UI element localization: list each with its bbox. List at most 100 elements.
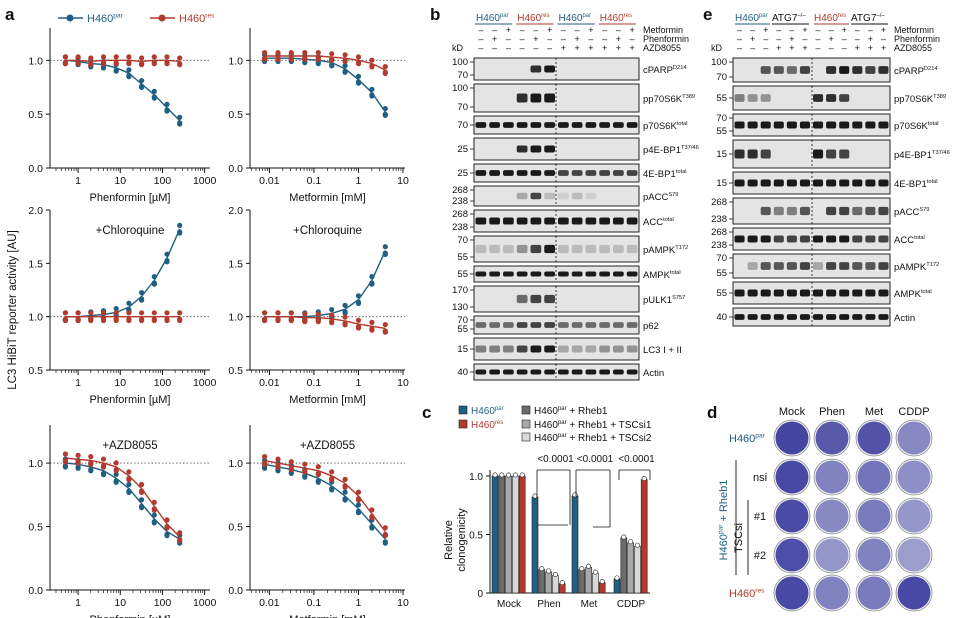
data-point-res xyxy=(139,310,145,316)
data-point-res xyxy=(275,50,281,56)
bar xyxy=(512,475,519,594)
data-point-par xyxy=(139,84,145,90)
blot-band xyxy=(826,235,837,243)
blot-label: pAMPKT172 xyxy=(894,262,939,273)
blot-band xyxy=(773,262,784,270)
treatment-mark: + xyxy=(776,43,781,53)
data-point-par xyxy=(75,465,81,471)
data-point-par xyxy=(329,307,335,313)
bar xyxy=(498,475,506,594)
data-point-res xyxy=(75,54,81,60)
blot-band xyxy=(760,289,771,297)
blot-band xyxy=(865,262,876,270)
blot-strip xyxy=(473,209,640,233)
blot-label: pp70S6KT389 xyxy=(894,94,946,105)
x-tick-label: 1 xyxy=(75,377,81,389)
legend-entry: H460par + Rheb1 + TSCsi1 xyxy=(534,420,652,431)
data-point-res xyxy=(355,61,362,67)
data-point-res xyxy=(126,317,132,324)
blot-label: AMPKtotal xyxy=(643,270,681,281)
bar xyxy=(505,475,512,594)
row-label-tscsi1: #1 xyxy=(754,511,766,523)
data-point-par xyxy=(382,540,388,546)
data-point-res xyxy=(275,456,281,462)
data-point-res xyxy=(302,469,308,475)
data-point-res xyxy=(329,477,335,483)
kd-label: kD xyxy=(711,43,723,53)
data-point-res xyxy=(342,314,348,320)
treatment-mark: – xyxy=(602,25,607,35)
data-point-res xyxy=(88,461,94,468)
bar xyxy=(578,569,586,594)
y-tick-label: 1.0 xyxy=(228,55,243,67)
x-tick-label: 1 xyxy=(356,377,362,389)
row-label-res: H460res xyxy=(729,588,765,600)
data-point-res xyxy=(62,317,68,324)
data-point-res xyxy=(262,56,268,63)
data-point-res xyxy=(126,469,132,475)
blot-strip xyxy=(732,113,891,137)
x-tick-label: 10 xyxy=(397,377,409,389)
mw-marker: 70 xyxy=(457,120,468,131)
y-tick-label: 0.5 xyxy=(228,522,243,534)
data-point-res xyxy=(177,317,183,324)
mw-marker: 25 xyxy=(457,168,468,179)
bar-point xyxy=(579,566,585,572)
y-tick-label: 1.5 xyxy=(28,258,43,270)
bar-point xyxy=(572,492,578,498)
blot-band xyxy=(599,244,610,254)
treatment-mark: – xyxy=(492,43,497,53)
data-point-res xyxy=(369,515,375,521)
data-point-par xyxy=(139,505,145,511)
panel-letter-d: d xyxy=(707,403,717,422)
blot-band xyxy=(760,206,771,216)
blot-band xyxy=(734,289,745,297)
data-point-res xyxy=(75,460,81,466)
treatment-mark: + xyxy=(868,43,873,53)
treatment-mark: + xyxy=(533,34,538,44)
blot-band xyxy=(503,244,514,254)
blot-band xyxy=(799,314,810,320)
y-tick-label: 0.5 xyxy=(28,365,43,377)
blot-band xyxy=(734,235,745,243)
treatment-mark: – xyxy=(855,34,860,44)
blot-band xyxy=(813,94,824,102)
colony-stain xyxy=(857,460,891,494)
data-point-par xyxy=(139,78,145,84)
blot-band xyxy=(799,206,810,216)
panel-c-bar-chart: H460par H460res H460par + Rheb1 H460par + R… xyxy=(443,405,655,610)
treatment-mark: – xyxy=(520,25,525,35)
blot-band xyxy=(530,93,542,103)
data-point-res xyxy=(164,61,170,67)
blot-band xyxy=(544,345,555,353)
panel-d-colony-plates: Mock Phen Met CDDP H460par nsi #1 #2 H460res H460… xyxy=(718,406,933,612)
legend-par-text: H460par xyxy=(87,13,124,25)
column-header: CDDP xyxy=(898,406,929,418)
data-point-res xyxy=(369,57,375,63)
bar-point xyxy=(519,472,525,478)
blot-band xyxy=(558,244,569,254)
data-point-par xyxy=(315,61,321,67)
blot-band xyxy=(734,121,745,129)
data-point-res xyxy=(88,55,94,61)
bar xyxy=(538,569,546,594)
x-tick-label: 0.1 xyxy=(307,597,322,609)
blot-band xyxy=(626,345,638,353)
data-point-par xyxy=(355,80,362,86)
bar-point xyxy=(586,563,592,569)
data-point-res xyxy=(302,50,308,56)
data-point-par xyxy=(113,479,119,485)
blot-band xyxy=(760,262,771,270)
data-point-res xyxy=(288,56,294,63)
mw-marker: 55 xyxy=(457,252,468,263)
blot-band xyxy=(865,289,876,297)
blot-band xyxy=(852,66,863,74)
x-tick-label: 100 xyxy=(154,377,172,389)
data-point-par xyxy=(151,274,157,280)
blot-band xyxy=(571,122,583,128)
condition-label: +AZD8055 xyxy=(102,440,157,452)
bar-point xyxy=(628,539,634,545)
panel-letter-c: c xyxy=(422,403,431,422)
blot-band xyxy=(599,345,610,353)
mw-marker: 55 xyxy=(716,268,727,279)
